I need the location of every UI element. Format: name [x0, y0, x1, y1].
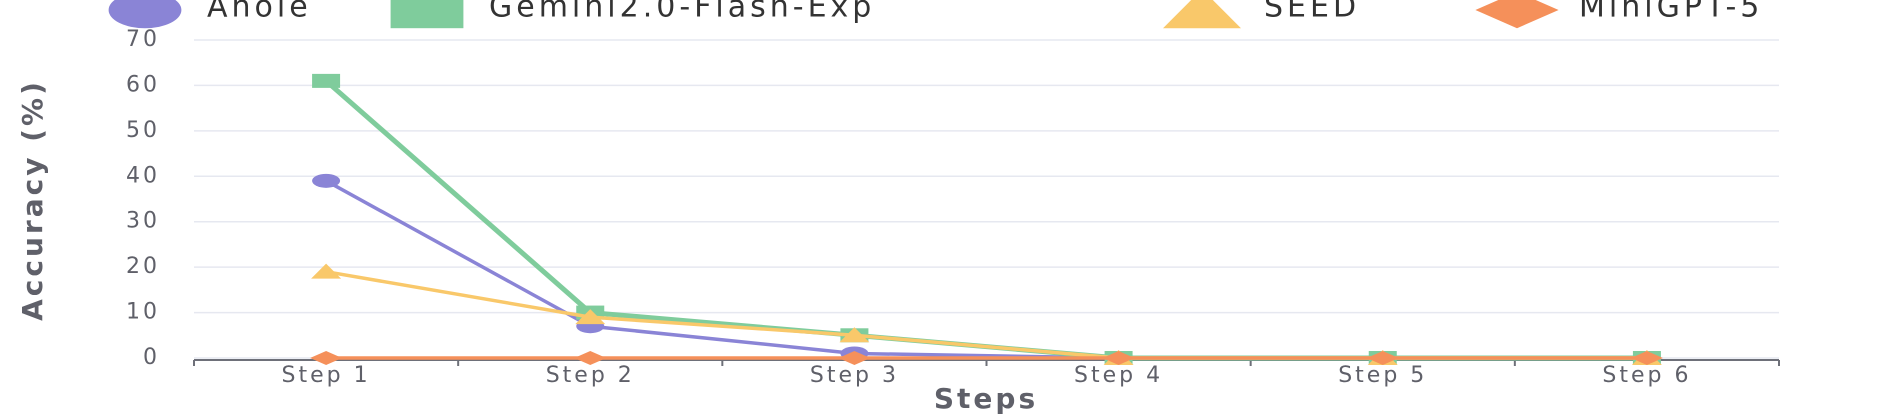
- series-line: [324, 79, 1647, 361]
- series-line: [325, 269, 1647, 360]
- legend-label: Anole: [207, 0, 312, 25]
- point-marker: [574, 351, 607, 365]
- legend-label: SEED: [1264, 0, 1360, 25]
- x-tick-label: Step 1: [282, 363, 371, 388]
- legend-label: Gemini2.0-Flash-Exp: [489, 0, 875, 25]
- x-tick-label: Step 6: [1602, 363, 1691, 388]
- legend-marker: [1163, 0, 1241, 29]
- y-tick-label: 20: [126, 254, 160, 279]
- point-marker: [1366, 351, 1399, 365]
- legend-marker: [108, 0, 182, 29]
- x-tick-label: Step 3: [810, 363, 899, 388]
- x-tick-label: Step 4: [1074, 363, 1163, 388]
- y-axis-title: Accuracy (%): [16, 79, 49, 321]
- y-tick-label: 0: [143, 345, 160, 370]
- point-marker: [312, 73, 341, 88]
- point-marker: [839, 327, 870, 343]
- legend-marker: [390, 0, 464, 29]
- y-tick-label: 50: [126, 118, 160, 143]
- y-tick-label: 70: [126, 27, 160, 52]
- legend-marker: [1475, 0, 1559, 29]
- series-line: [325, 179, 1647, 360]
- point-marker: [1630, 351, 1663, 365]
- y-tick-label: 60: [126, 72, 160, 97]
- x-tick-label: Step 2: [546, 363, 635, 388]
- point-marker: [311, 263, 342, 279]
- y-tick-label: 40: [126, 163, 160, 188]
- legend-label: MiniGPT-5: [1579, 0, 1763, 25]
- point-marker: [575, 309, 606, 325]
- point-marker: [838, 351, 871, 365]
- y-tick-label: 10: [126, 300, 160, 325]
- x-tick-label: Step 5: [1338, 363, 1427, 388]
- x-axis-title: Steps: [934, 382, 1038, 414]
- point-marker: [1102, 351, 1135, 365]
- point-marker: [310, 351, 343, 365]
- y-tick-label: 30: [126, 209, 160, 234]
- point-marker: [312, 173, 341, 188]
